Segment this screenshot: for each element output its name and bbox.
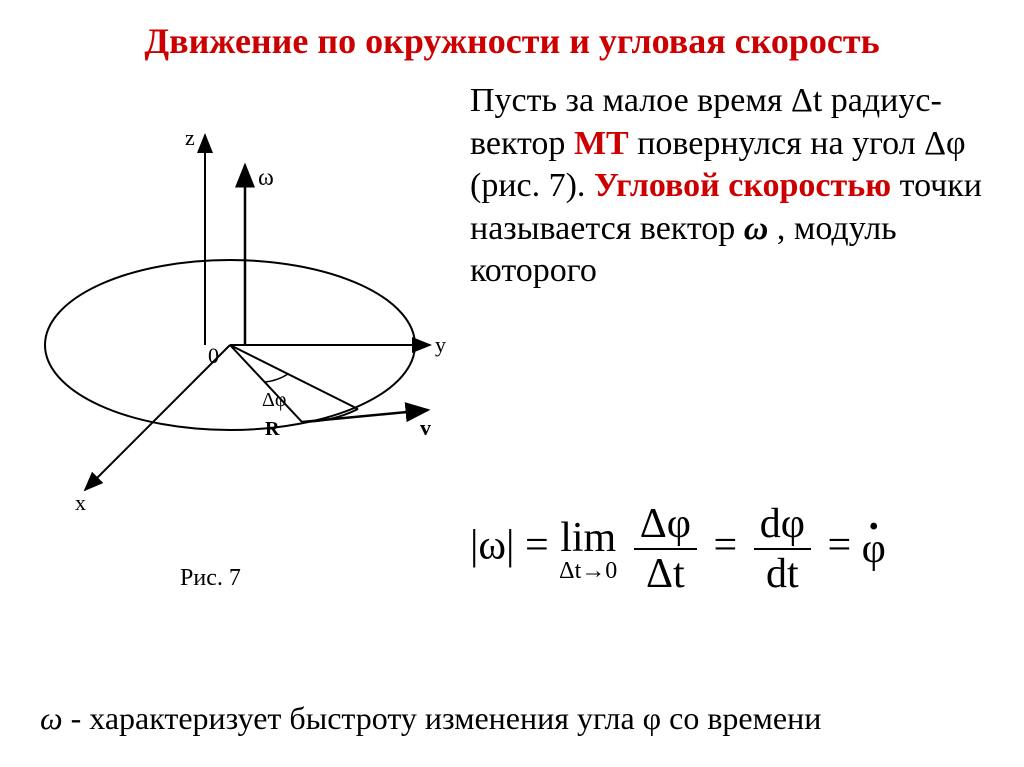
angular-velocity-formula: |ω| = lim Δt→0 Δφ Δt = dφ dt = φ [470, 500, 1010, 598]
phi-dot: φ [862, 525, 886, 573]
fraction-2: dφ dt [754, 500, 811, 598]
delta-phi-label: Δφ [262, 389, 286, 411]
frac1-num: Δφ [634, 500, 697, 550]
body-mt: МТ [574, 125, 629, 162]
formula-lhs: |ω| [470, 523, 514, 569]
y-axis-label: y [435, 332, 446, 357]
intro-paragraph: Пусть за малое время Δt радиус-вектор МТ… [470, 80, 1000, 293]
fraction-1: Δφ Δt [634, 500, 697, 598]
z-axis-label: z [185, 125, 195, 150]
limit-text: lim [559, 514, 617, 562]
frac2-num: dφ [754, 500, 811, 550]
formula-eq3: = [827, 523, 861, 569]
formula-eq1: = [525, 523, 559, 569]
radius-vector-2 [230, 345, 358, 409]
footer-rest: - характеризует быстроту изменения угла … [63, 700, 822, 736]
x-axis-label: x [75, 490, 86, 515]
limit-block: lim Δt→0 [559, 514, 617, 585]
frac2-den: dt [754, 550, 811, 598]
body-angular-velocity: Угловой скоростью [594, 167, 891, 204]
body-omega: ω [744, 210, 769, 247]
radius-label: R [265, 418, 280, 440]
slide: Движение по окружности и угловая скорост… [0, 0, 1024, 767]
slide-title: Движение по окружности и угловая скорост… [0, 20, 1024, 62]
coordinate-diagram: z ω y x 0 Δφ R v [30, 110, 450, 530]
limit-sub: Δt→0 [559, 558, 617, 585]
diagram-svg: z ω y x 0 Δφ R v [30, 110, 450, 530]
origin-label: 0 [208, 343, 219, 368]
figure-caption: Рис. 7 [180, 565, 241, 592]
formula-eq2: = [714, 523, 748, 569]
delta-phi-arc [265, 374, 288, 382]
omega-label: ω [258, 165, 274, 191]
footer-text: ω - характеризует быстроту изменения угл… [40, 700, 1000, 737]
footer-omega: ω [40, 700, 63, 736]
frac1-den: Δt [634, 550, 697, 598]
velocity-label: v [420, 415, 431, 440]
